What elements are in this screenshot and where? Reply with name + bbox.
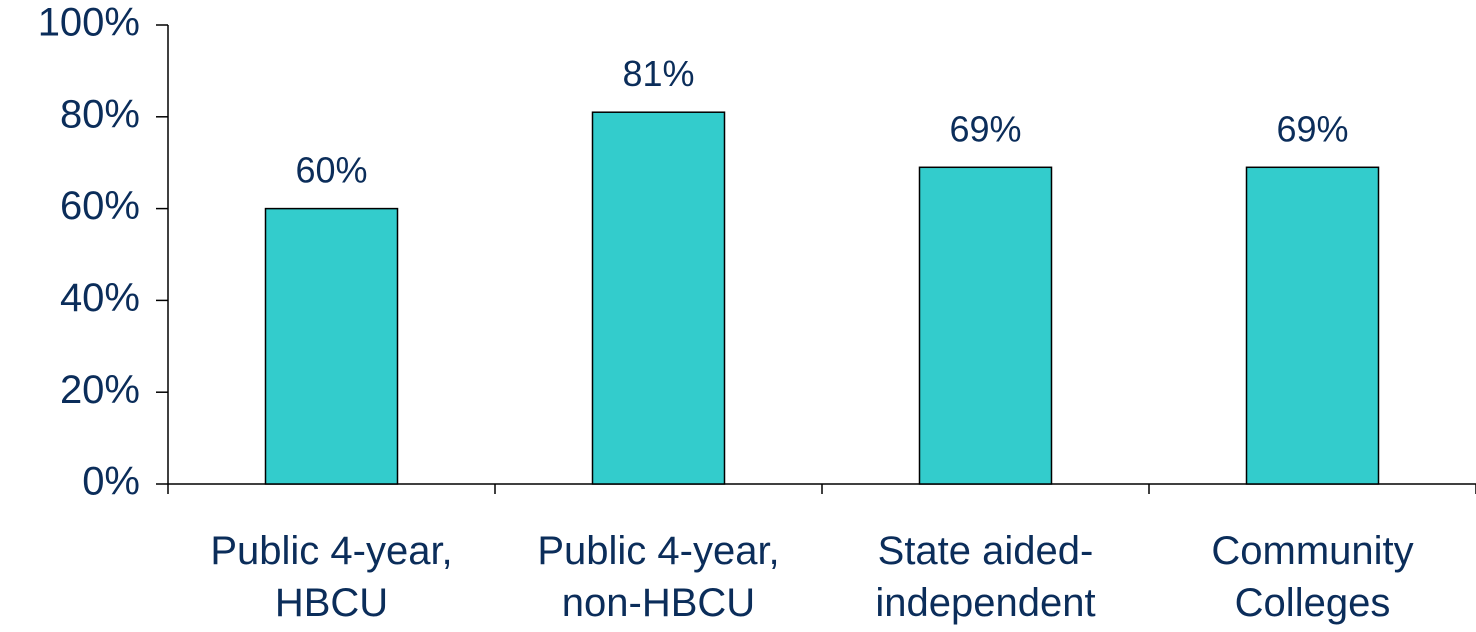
data-label: 81% (622, 53, 694, 94)
x-tick-label: Public 4-year, HBCU (210, 529, 452, 625)
y-tick-label: 80% (60, 92, 140, 136)
bars (264, 111, 1380, 485)
y-tick-label: 40% (60, 276, 140, 320)
x-axis: Public 4-year, HBCU Public 4-year, non-HBCU… (167, 483, 1476, 625)
y-tick-label: 60% (60, 184, 140, 228)
x-tick-label: State aided-independent (875, 529, 1095, 625)
y-tick-label: 100% (38, 1, 140, 45)
x-tick-label: Community Colleges (1211, 529, 1413, 625)
y-axis: 0% 20% 40% 60% 80% 100% (38, 1, 169, 504)
y-tick-label: 20% (60, 368, 140, 412)
bar (1245, 166, 1380, 485)
data-labels: 60% 81% 69% 69% (295, 53, 1348, 190)
bar (591, 111, 726, 485)
data-label: 69% (1276, 108, 1348, 149)
data-label: 69% (949, 108, 1021, 149)
bar (264, 207, 399, 485)
y-tick-label: 0% (82, 460, 140, 504)
x-tick-label: Public 4-year, non-HBCU (537, 529, 779, 625)
data-label: 60% (295, 150, 367, 191)
bar (918, 166, 1053, 485)
